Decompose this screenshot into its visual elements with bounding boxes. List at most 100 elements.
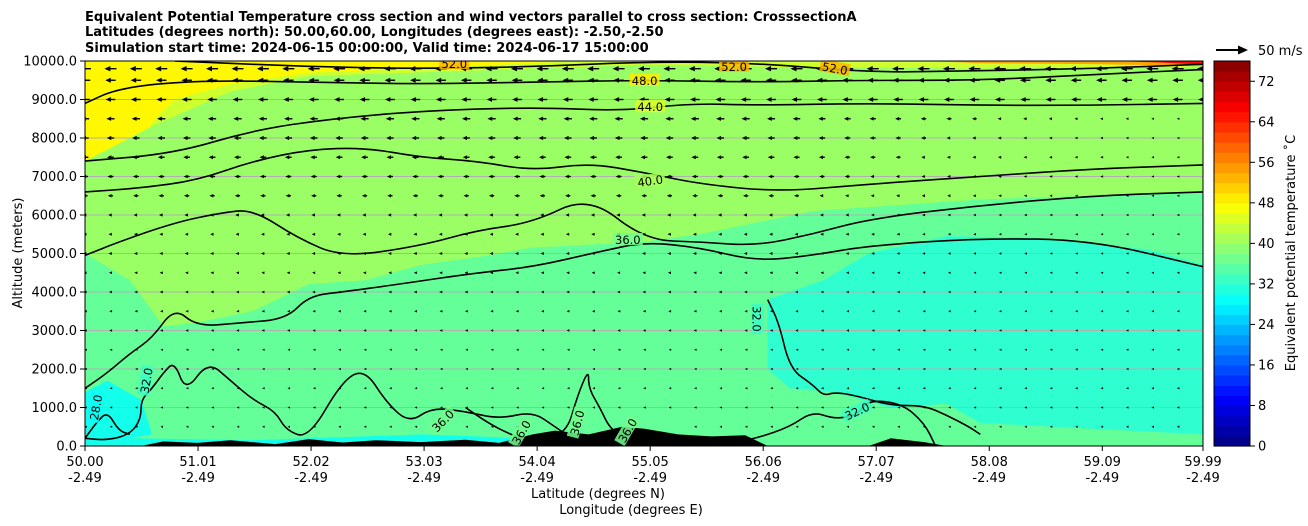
wind-vector-head [1024, 406, 1027, 409]
wind-vector-head [1075, 252, 1078, 255]
wind-vector-head [642, 252, 646, 255]
contour-label-48-1-0: 48.0 [629, 74, 660, 88]
wind-vector-head [1100, 175, 1104, 178]
wind-vector-head [719, 406, 722, 409]
y-tick-label-2: 2000.0 [32, 363, 78, 378]
wind-vector-head [257, 77, 264, 83]
wind-vector [236, 367, 240, 371]
wind-vector-head [716, 116, 721, 121]
wind-vector-head [1126, 367, 1129, 371]
wind-vector-head [717, 194, 722, 198]
wind-vector [693, 329, 697, 332]
wind-vector [537, 97, 548, 102]
wind-vector [968, 66, 981, 72]
wind-vector-head [106, 135, 112, 141]
wind-vector [386, 155, 394, 160]
wind-vector [743, 213, 747, 217]
wind-vector [615, 155, 622, 160]
wind-vector [846, 290, 849, 294]
wind-vector [691, 174, 698, 179]
wind-vector [1176, 213, 1180, 217]
wind-vector-head [742, 155, 747, 160]
wind-vector-head [108, 213, 112, 217]
wind-vector [185, 348, 189, 351]
colorbar-segment-6 [1214, 375, 1250, 386]
wind-vector [642, 252, 646, 255]
wind-vector-head [1151, 348, 1154, 351]
wind-vector [384, 77, 396, 83]
wind-vector-head [361, 174, 366, 179]
wind-vector [920, 117, 927, 121]
wind-vector-head [692, 252, 697, 255]
wind-vector-head [897, 406, 900, 409]
wind-vector-head [515, 252, 519, 255]
wind-vector-head [488, 174, 493, 179]
wind-vector [439, 290, 443, 294]
wind-vector-head [513, 135, 518, 141]
contour-line-40-3 [85, 147, 1203, 193]
wind-vector [1151, 194, 1154, 197]
wind-vector-head [821, 406, 824, 409]
wind-vector-head [972, 155, 976, 159]
wind-vector-head [307, 66, 314, 72]
wind-vector-head [338, 425, 341, 428]
wind-vector-head [261, 310, 265, 313]
wind-vector [516, 348, 519, 351]
wind-vector [765, 66, 778, 72]
wind-vector-head [896, 252, 900, 255]
contour-label-bg [612, 233, 643, 245]
wind-vector-head [283, 97, 289, 102]
wind-vector [617, 406, 621, 409]
wind-vector-head [1126, 271, 1129, 274]
wind-vector-head [997, 117, 1002, 121]
wind-vector [870, 155, 876, 159]
wind-vector-head [156, 97, 162, 102]
wind-vector-head [743, 213, 747, 217]
wind-vector-head [743, 232, 748, 236]
wind-vector-head [667, 232, 671, 236]
wind-vector-head [236, 367, 240, 371]
wind-vector [287, 425, 290, 428]
wind-vector [207, 97, 217, 102]
wind-vector-head [490, 290, 494, 294]
wind-vector-head [389, 367, 392, 371]
wind-vector [206, 77, 218, 83]
wind-vector [871, 213, 875, 217]
wind-vector-head [185, 271, 189, 275]
wind-vector-head [947, 252, 951, 255]
wind-vector-head [389, 425, 392, 428]
wind-vector-head [1197, 77, 1203, 83]
y-tick-label-5: 5000.0 [32, 247, 78, 262]
wind-vector [744, 348, 748, 351]
wind-vector-head [897, 348, 900, 351]
wind-vector-head [948, 406, 951, 409]
wind-vector-head [948, 367, 951, 371]
wind-vector [1121, 97, 1132, 102]
wind-vector [1024, 290, 1027, 294]
wind-vector [338, 310, 341, 313]
wind-vector [108, 252, 112, 255]
wind-vector-head [413, 290, 417, 294]
wind-vector-head [435, 77, 442, 83]
wind-vector-head [185, 348, 189, 351]
wind-vector-head [612, 66, 619, 72]
wind-vector-head [566, 271, 570, 275]
wind-vector [770, 425, 773, 428]
wind-vector-head [360, 135, 366, 141]
wind-vector-head [541, 367, 545, 371]
wind-vector [973, 252, 976, 255]
wind-vector-head [515, 329, 519, 332]
wind-vector-head [412, 174, 417, 179]
wind-vector-head [1126, 213, 1129, 217]
wind-vector [1024, 252, 1027, 255]
wind-vector [565, 252, 570, 255]
wind-vector [997, 117, 1002, 121]
wind-vector [614, 116, 623, 121]
wind-vector-head [972, 175, 976, 178]
wind-vector-head [236, 348, 240, 351]
wind-vector-head [383, 66, 390, 72]
wind-vector-head [463, 213, 468, 217]
wind-vector-head [590, 213, 595, 217]
wind-vector [846, 425, 849, 428]
wind-vector [261, 290, 265, 294]
